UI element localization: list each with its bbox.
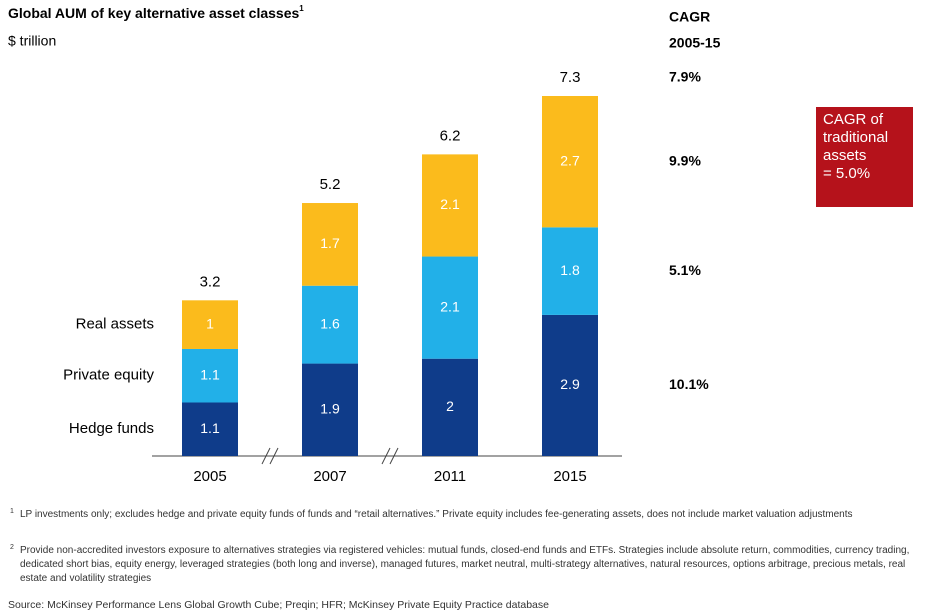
value-label: 1.6 <box>320 315 340 331</box>
value-label: 1 <box>206 315 214 331</box>
x-tick-label: 2005 <box>193 468 226 485</box>
legend-label: Private equity <box>63 367 154 384</box>
legend-label: Hedge funds <box>69 420 154 437</box>
legend-label: Real assets <box>76 316 154 333</box>
value-label: 1.7 <box>320 235 340 251</box>
value-label: 1.1 <box>200 420 220 436</box>
axis-break <box>269 447 279 465</box>
bar-segment <box>302 363 358 456</box>
footnote: 2 Provide non-accredited investors exposu… <box>10 544 915 586</box>
cagr-value: 9.9% <box>669 152 701 168</box>
bar-segment <box>422 154 478 257</box>
value-label: 2 <box>446 398 454 414</box>
bar-segment <box>542 314 598 456</box>
value-label: 2.1 <box>440 196 460 212</box>
cagr-total: 7.9% <box>669 69 701 85</box>
cagr-period: 2005-15 <box>669 35 721 51</box>
footnote-text: LP investments only; excludes hedge and … <box>20 509 853 520</box>
chart-title: Global AUM of key alternative asset clas… <box>8 4 304 21</box>
total-label: 6.2 <box>440 127 461 144</box>
callout-line: CAGR of <box>823 111 884 128</box>
footnote-mark: 2 <box>10 544 14 551</box>
bar-segment <box>422 256 478 359</box>
cagr-value: 5.1% <box>669 262 701 278</box>
value-label: 2.1 <box>440 298 460 314</box>
chart-subtitle: $ trillion <box>8 33 56 49</box>
axis-break <box>261 447 271 465</box>
callout: CAGR of traditional assets = 5.0% <box>816 107 913 207</box>
bar-segment <box>302 285 358 364</box>
axis-break <box>381 447 391 465</box>
footnote-text: Provide non-accredited investors exposur… <box>20 545 910 584</box>
bar-segment <box>542 227 598 315</box>
x-tick-label: 2015 <box>553 468 586 485</box>
axis-break <box>389 447 399 465</box>
callout-line: = 5.0% <box>823 165 871 182</box>
footnote-mark: 1 <box>10 508 14 515</box>
bar-segment <box>182 402 238 456</box>
x-tick-label: 2007 <box>313 468 346 485</box>
total-label: 5.2 <box>320 176 341 193</box>
callout-line: assets <box>823 147 867 164</box>
cagr-title: CAGR <box>669 9 710 25</box>
total-label: 3.2 <box>200 273 221 290</box>
chart: Global AUM of key alternative asset clas… <box>8 4 721 485</box>
x-tick-label: 2011 <box>434 468 466 485</box>
value-label: 2.7 <box>560 152 580 168</box>
bar-segment <box>182 348 238 403</box>
title-text: Global AUM of key alternative asset clas… <box>8 5 299 21</box>
value-label: 1.9 <box>320 400 340 416</box>
callout-line: traditional <box>823 129 889 146</box>
value-label: 2.9 <box>560 376 580 392</box>
source: Source: McKinsey Performance Lens Global… <box>8 599 549 611</box>
footnote: 1 LP investments only; excludes hedge and… <box>10 508 915 522</box>
bar-segment <box>422 358 478 456</box>
value-label: 1.1 <box>200 366 220 382</box>
bar-segment <box>302 203 358 286</box>
bar-segment <box>542 96 598 228</box>
value-label: 1.8 <box>560 262 580 278</box>
cagr-value: 10.1% <box>669 376 709 392</box>
title-note: 1 <box>299 4 304 13</box>
bar-segment <box>182 300 238 349</box>
total-label: 7.3 <box>560 69 581 86</box>
